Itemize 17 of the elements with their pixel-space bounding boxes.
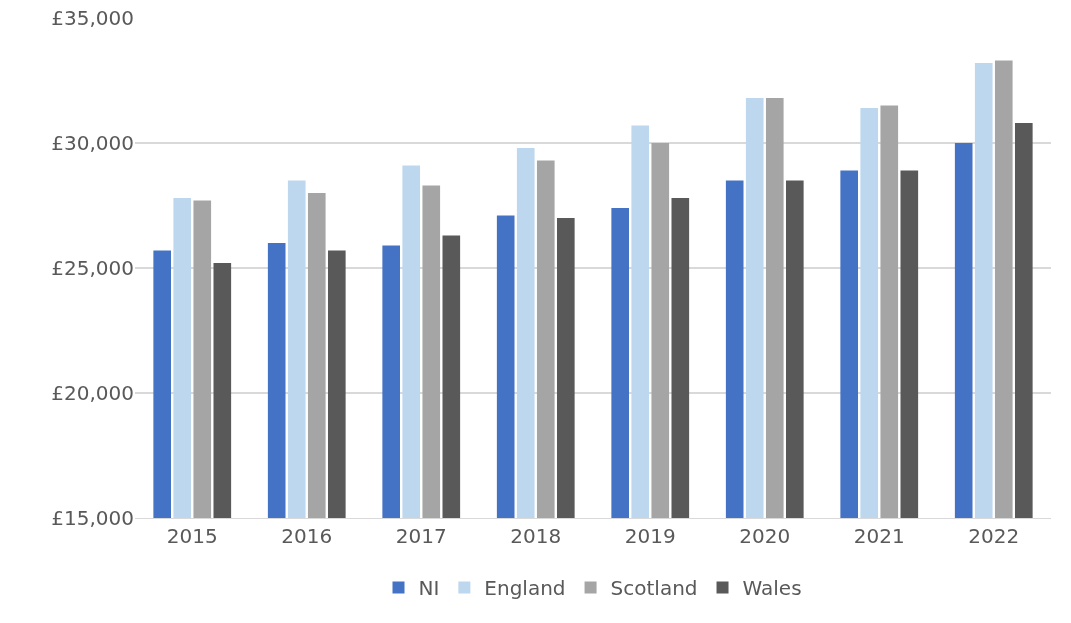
y-tick-label: £15,000 bbox=[51, 506, 134, 530]
x-tick-label: 2016 bbox=[281, 524, 333, 548]
legend-label: Wales bbox=[742, 576, 802, 601]
x-tick-label: 2018 bbox=[510, 524, 562, 548]
x-tick-label: 2015 bbox=[166, 524, 218, 548]
x-tick-label: 2019 bbox=[624, 524, 676, 548]
y-tick-label: £30,000 bbox=[51, 131, 134, 155]
x-tick-label: 2020 bbox=[739, 524, 791, 548]
y-tick-label: £35,000 bbox=[51, 6, 134, 30]
legend-label: NI bbox=[418, 576, 440, 601]
legend-label: England bbox=[484, 576, 566, 601]
y-tick-label: £20,000 bbox=[51, 381, 134, 405]
y-tick-label: £25,000 bbox=[51, 256, 134, 280]
x-tick-label: 2022 bbox=[968, 524, 1020, 548]
x-tick-label: 2021 bbox=[853, 524, 905, 548]
legend-label: Scotland bbox=[610, 576, 698, 601]
x-tick-label: 2017 bbox=[395, 524, 447, 548]
